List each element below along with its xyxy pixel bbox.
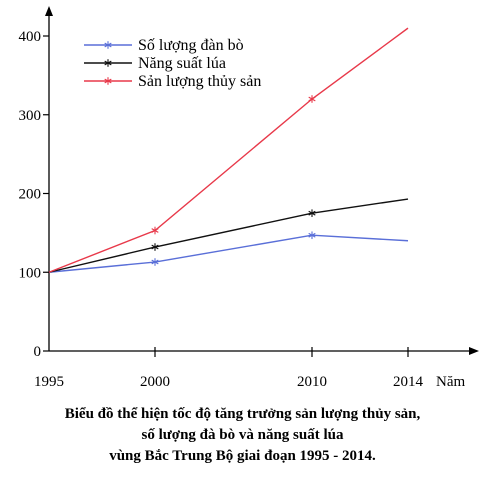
legend-marker-icon <box>104 41 112 49</box>
data-point-marker <box>151 243 159 251</box>
legend-label-2: Năng suất lúa <box>138 55 226 72</box>
legend-label-3: Sản lượng thủy sản <box>138 73 261 90</box>
x-tick-label: 1995 <box>34 374 64 390</box>
y-axis-arrow <box>45 6 53 16</box>
x-axis-arrow <box>469 347 479 355</box>
legend-label-1: Số lượng đàn bò <box>138 37 244 54</box>
legend-marker-icon <box>104 59 112 67</box>
y-tick-label: 100 <box>19 265 42 281</box>
x-tick-label: 2010 <box>297 374 327 390</box>
y-tick-label: 0 <box>34 344 42 360</box>
x-axis-ticks: 1995 2000 2010 2014 <box>34 347 424 390</box>
y-axis-ticks: 0 100 200 300 400 <box>19 29 49 360</box>
caption-line-1: Biểu đồ thể hiện tốc độ tăng trưởng sản … <box>64 406 421 422</box>
y-tick-label: 400 <box>19 29 42 45</box>
chart-axes: Năm <box>45 6 479 390</box>
x-axis-label: Năm <box>436 374 465 390</box>
data-point-marker <box>308 231 316 240</box>
chart-series <box>48 27 409 273</box>
legend-marker-icon <box>104 77 112 85</box>
chart-caption: Biểu đồ thể hiện tốc độ tăng trưởng sản … <box>0 404 485 467</box>
data-point-marker <box>151 226 159 235</box>
caption-line-3: vùng Bắc Trung Bộ giai đoạn 1995 - 2014. <box>109 448 376 464</box>
series-line-2 <box>48 198 409 273</box>
data-point-marker <box>308 95 316 103</box>
y-tick-label: 300 <box>19 108 42 124</box>
data-point-marker <box>308 209 316 217</box>
y-tick-label: 200 <box>19 187 42 203</box>
line-chart: Năm 0 100 200 300 400 1995 2000 2010 2014 Số lư… <box>19 6 479 390</box>
x-tick-label: 2000 <box>140 374 170 390</box>
series-line-3 <box>48 27 409 273</box>
caption-line-2: số lượng đà bò và năng suất lúa <box>141 427 344 443</box>
data-point-marker <box>151 258 159 266</box>
series-line-1 <box>48 234 409 273</box>
x-tick-label: 2014 <box>393 374 424 390</box>
